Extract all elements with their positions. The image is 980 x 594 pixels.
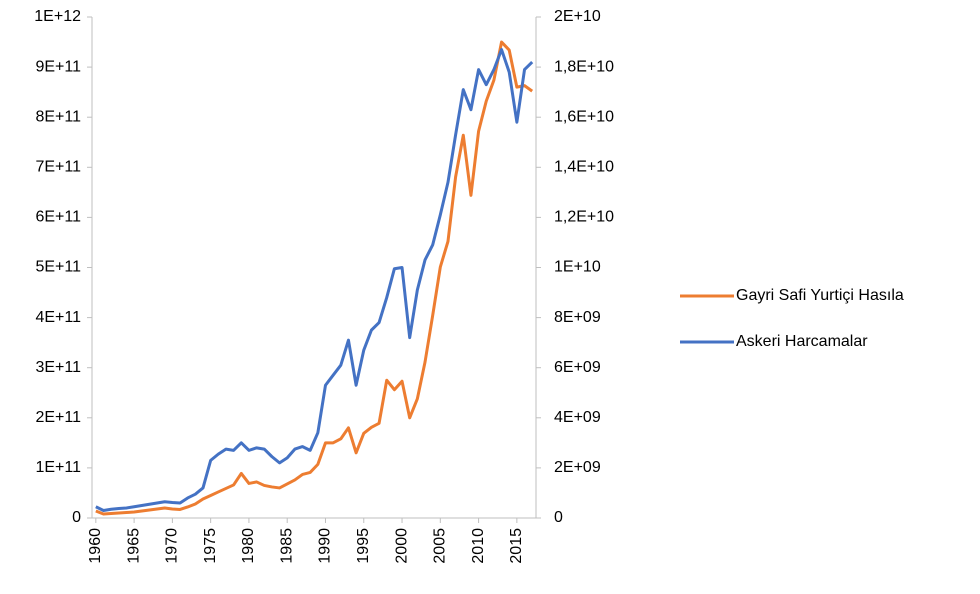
- y2-tick-label: 2E+09: [554, 459, 601, 476]
- y2-tick-label: 1,6E+10: [554, 108, 614, 125]
- y2-tick-label: 1,4E+10: [554, 159, 614, 176]
- x-tick-label: 1965: [125, 528, 142, 564]
- y-tick-label: 9E+11: [35, 58, 81, 75]
- y2-tick-label: 0: [554, 509, 563, 526]
- y2-tick-label: 1,2E+10: [554, 209, 614, 226]
- x-tick-label: 2005: [432, 528, 449, 564]
- y-tick-label: 5E+11: [35, 259, 81, 276]
- series-line: [95, 48, 534, 512]
- legend-label: Askeri Harcamalar: [736, 333, 868, 350]
- y-tick-label: 1E+11: [35, 459, 81, 476]
- y2-tick-label: 2E+10: [554, 8, 601, 25]
- x-tick-label: 1985: [278, 528, 295, 564]
- y2-tick-label: 4E+09: [554, 409, 601, 426]
- y-tick-label: 2E+11: [35, 409, 81, 426]
- y-tick-label: 7E+11: [35, 159, 81, 176]
- y2-tick-label: 1,8E+10: [554, 58, 614, 75]
- x-tick-label: 1980: [240, 528, 257, 564]
- x-tick-label: 2000: [393, 528, 410, 564]
- y-tick-label: 8E+11: [35, 108, 81, 125]
- y2-tick-label: 6E+09: [554, 359, 601, 376]
- x-tick-label: 1960: [87, 528, 104, 564]
- x-tick-label: 2015: [508, 528, 525, 564]
- y2-tick-label: 1E+10: [554, 259, 601, 276]
- y-tick-label: 3E+11: [35, 359, 81, 376]
- y-tick-label: 0: [72, 509, 81, 526]
- series-line: [95, 40, 534, 516]
- y2-tick-label: 8E+09: [554, 309, 601, 326]
- x-tick-label: 2010: [470, 528, 487, 564]
- x-tick-label: 1970: [164, 528, 181, 564]
- x-tick-label: 1975: [202, 528, 219, 564]
- y-tick-label: 4E+11: [35, 309, 81, 326]
- y-tick-label: 1E+12: [34, 8, 81, 25]
- x-tick-label: 1990: [317, 528, 334, 564]
- legend-label: Gayri Safi Yurtiçi Hasıla: [736, 287, 904, 304]
- y-tick-label: 6E+11: [35, 209, 81, 226]
- x-tick-label: 1995: [355, 528, 372, 564]
